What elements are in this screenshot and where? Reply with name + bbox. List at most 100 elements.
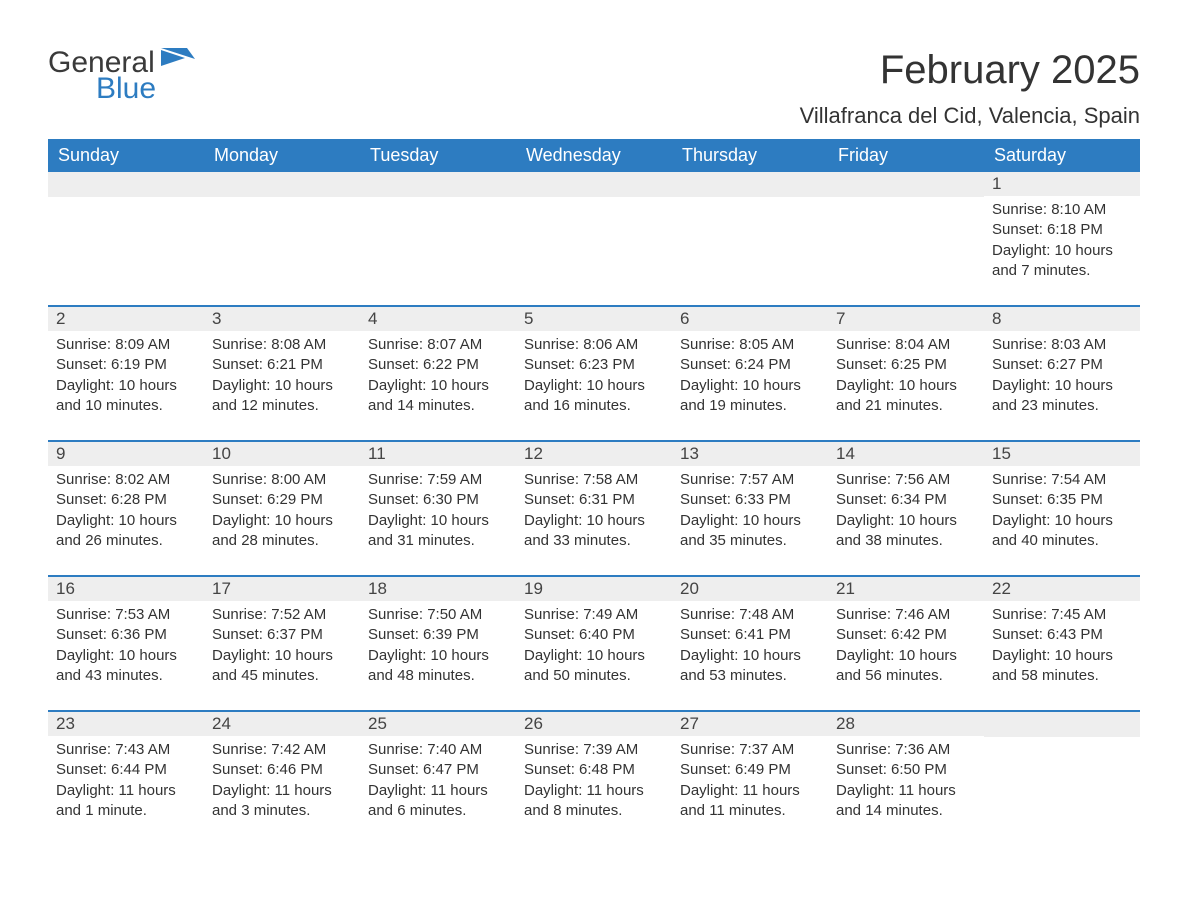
- day-cell: 24Sunrise: 7:42 AMSunset: 6:46 PMDayligh…: [204, 712, 360, 829]
- sunrise-text: Sunrise: 7:46 AM: [836, 605, 976, 625]
- sunrise-text: Sunrise: 8:06 AM: [524, 335, 664, 355]
- day-details: Sunrise: 7:36 AMSunset: 6:50 PMDaylight:…: [828, 736, 984, 829]
- day-details: Sunrise: 7:42 AMSunset: 6:46 PMDaylight:…: [204, 736, 360, 829]
- day-number: 1: [984, 172, 1140, 196]
- weeks-container: 1Sunrise: 8:10 AMSunset: 6:18 PMDaylight…: [48, 172, 1140, 829]
- day-number: 13: [672, 442, 828, 466]
- daylight-text: Daylight: 10 hours and 28 minutes.: [212, 511, 352, 552]
- day-cell: 13Sunrise: 7:57 AMSunset: 6:33 PMDayligh…: [672, 442, 828, 559]
- daylight-text: Daylight: 11 hours and 3 minutes.: [212, 781, 352, 822]
- day-details: Sunrise: 7:40 AMSunset: 6:47 PMDaylight:…: [360, 736, 516, 829]
- sunrise-text: Sunrise: 7:58 AM: [524, 470, 664, 490]
- sunset-text: Sunset: 6:29 PM: [212, 490, 352, 510]
- day-number: 5: [516, 307, 672, 331]
- sunset-text: Sunset: 6:31 PM: [524, 490, 664, 510]
- daylight-text: Daylight: 10 hours and 56 minutes.: [836, 646, 976, 687]
- day-number: [48, 172, 204, 197]
- day-details: Sunrise: 8:03 AMSunset: 6:27 PMDaylight:…: [984, 331, 1140, 424]
- day-details: Sunrise: 7:56 AMSunset: 6:34 PMDaylight:…: [828, 466, 984, 559]
- sunset-text: Sunset: 6:39 PM: [368, 625, 508, 645]
- month-title: February 2025: [800, 48, 1140, 93]
- sunrise-text: Sunrise: 8:05 AM: [680, 335, 820, 355]
- day-cell: [672, 172, 828, 289]
- day-cell: 4Sunrise: 8:07 AMSunset: 6:22 PMDaylight…: [360, 307, 516, 424]
- day-details: Sunrise: 7:57 AMSunset: 6:33 PMDaylight:…: [672, 466, 828, 559]
- day-cell: 7Sunrise: 8:04 AMSunset: 6:25 PMDaylight…: [828, 307, 984, 424]
- sunrise-text: Sunrise: 7:36 AM: [836, 740, 976, 760]
- sunset-text: Sunset: 6:28 PM: [56, 490, 196, 510]
- day-details: Sunrise: 7:39 AMSunset: 6:48 PMDaylight:…: [516, 736, 672, 829]
- sunrise-text: Sunrise: 8:02 AM: [56, 470, 196, 490]
- day-details: Sunrise: 8:04 AMSunset: 6:25 PMDaylight:…: [828, 331, 984, 424]
- sunset-text: Sunset: 6:46 PM: [212, 760, 352, 780]
- day-cell: [204, 172, 360, 289]
- day-details: Sunrise: 7:46 AMSunset: 6:42 PMDaylight:…: [828, 601, 984, 694]
- sunrise-text: Sunrise: 7:42 AM: [212, 740, 352, 760]
- day-details: Sunrise: 8:08 AMSunset: 6:21 PMDaylight:…: [204, 331, 360, 424]
- day-header-cell: Sunday: [48, 139, 204, 172]
- day-number: 26: [516, 712, 672, 736]
- day-details: Sunrise: 7:59 AMSunset: 6:30 PMDaylight:…: [360, 466, 516, 559]
- day-number: 9: [48, 442, 204, 466]
- day-header-cell: Monday: [204, 139, 360, 172]
- daylight-text: Daylight: 10 hours and 33 minutes.: [524, 511, 664, 552]
- sunrise-text: Sunrise: 8:09 AM: [56, 335, 196, 355]
- day-number: 19: [516, 577, 672, 601]
- daylight-text: Daylight: 10 hours and 26 minutes.: [56, 511, 196, 552]
- page-header: General Blue February 2025 Villafranca d…: [48, 48, 1140, 129]
- day-number: 22: [984, 577, 1140, 601]
- day-number: 27: [672, 712, 828, 736]
- sunrise-text: Sunrise: 7:53 AM: [56, 605, 196, 625]
- day-number: [516, 172, 672, 197]
- sunrise-text: Sunrise: 7:52 AM: [212, 605, 352, 625]
- day-number: 11: [360, 442, 516, 466]
- sunset-text: Sunset: 6:48 PM: [524, 760, 664, 780]
- day-number: 3: [204, 307, 360, 331]
- day-number: 6: [672, 307, 828, 331]
- sunrise-text: Sunrise: 7:39 AM: [524, 740, 664, 760]
- sunrise-text: Sunrise: 7:43 AM: [56, 740, 196, 760]
- day-cell: 11Sunrise: 7:59 AMSunset: 6:30 PMDayligh…: [360, 442, 516, 559]
- week-row: 1Sunrise: 8:10 AMSunset: 6:18 PMDaylight…: [48, 172, 1140, 289]
- logo-text-blue: Blue: [96, 74, 195, 104]
- day-number: 25: [360, 712, 516, 736]
- daylight-text: Daylight: 10 hours and 19 minutes.: [680, 376, 820, 417]
- day-details: Sunrise: 7:54 AMSunset: 6:35 PMDaylight:…: [984, 466, 1140, 559]
- sunrise-text: Sunrise: 7:50 AM: [368, 605, 508, 625]
- day-number: 2: [48, 307, 204, 331]
- sunset-text: Sunset: 6:34 PM: [836, 490, 976, 510]
- day-number: 8: [984, 307, 1140, 331]
- day-cell: [828, 172, 984, 289]
- day-number: 17: [204, 577, 360, 601]
- sunrise-text: Sunrise: 7:45 AM: [992, 605, 1132, 625]
- sunset-text: Sunset: 6:27 PM: [992, 355, 1132, 375]
- day-number: 28: [828, 712, 984, 736]
- day-details: Sunrise: 8:02 AMSunset: 6:28 PMDaylight:…: [48, 466, 204, 559]
- daylight-text: Daylight: 10 hours and 43 minutes.: [56, 646, 196, 687]
- sunrise-text: Sunrise: 7:49 AM: [524, 605, 664, 625]
- day-number: 23: [48, 712, 204, 736]
- day-cell: 1Sunrise: 8:10 AMSunset: 6:18 PMDaylight…: [984, 172, 1140, 289]
- day-cell: 5Sunrise: 8:06 AMSunset: 6:23 PMDaylight…: [516, 307, 672, 424]
- day-number: 10: [204, 442, 360, 466]
- sunset-text: Sunset: 6:37 PM: [212, 625, 352, 645]
- sunrise-text: Sunrise: 7:56 AM: [836, 470, 976, 490]
- location-subtitle: Villafranca del Cid, Valencia, Spain: [800, 103, 1140, 129]
- day-details: Sunrise: 7:58 AMSunset: 6:31 PMDaylight:…: [516, 466, 672, 559]
- week-row: 16Sunrise: 7:53 AMSunset: 6:36 PMDayligh…: [48, 575, 1140, 694]
- calendar: SundayMondayTuesdayWednesdayThursdayFrid…: [48, 139, 1140, 829]
- day-number: 12: [516, 442, 672, 466]
- daylight-text: Daylight: 11 hours and 8 minutes.: [524, 781, 664, 822]
- daylight-text: Daylight: 10 hours and 12 minutes.: [212, 376, 352, 417]
- daylight-text: Daylight: 11 hours and 11 minutes.: [680, 781, 820, 822]
- day-details: Sunrise: 8:06 AMSunset: 6:23 PMDaylight:…: [516, 331, 672, 424]
- sunset-text: Sunset: 6:24 PM: [680, 355, 820, 375]
- daylight-text: Daylight: 10 hours and 50 minutes.: [524, 646, 664, 687]
- day-number: [360, 172, 516, 197]
- day-details: Sunrise: 7:53 AMSunset: 6:36 PMDaylight:…: [48, 601, 204, 694]
- day-cell: 9Sunrise: 8:02 AMSunset: 6:28 PMDaylight…: [48, 442, 204, 559]
- day-cell: 26Sunrise: 7:39 AMSunset: 6:48 PMDayligh…: [516, 712, 672, 829]
- daylight-text: Daylight: 11 hours and 14 minutes.: [836, 781, 976, 822]
- day-number: 14: [828, 442, 984, 466]
- day-cell: 28Sunrise: 7:36 AMSunset: 6:50 PMDayligh…: [828, 712, 984, 829]
